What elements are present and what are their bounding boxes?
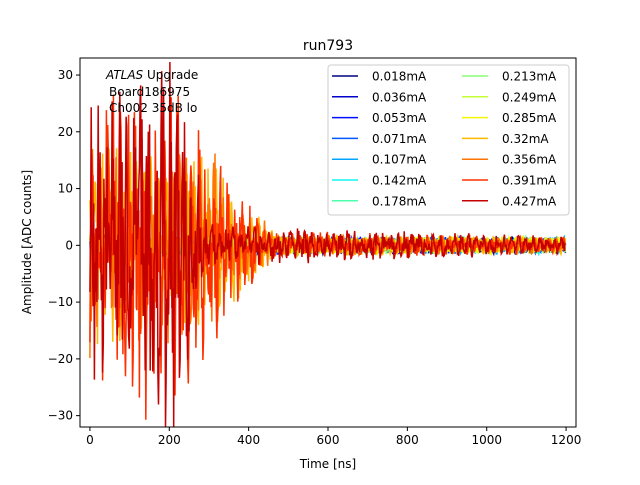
chart-title: run793: [303, 38, 353, 54]
y-tick-label: 0: [65, 238, 73, 252]
legend-label: 0.107mA: [372, 153, 427, 167]
legend-label: 0.427mA: [502, 194, 557, 208]
legend-label: 0.018mA: [372, 70, 427, 84]
y-axis-label: Amplitude [ADC counts]: [20, 170, 34, 314]
x-tick-label: 800: [396, 433, 419, 447]
annotation-line-1: ATLAS Upgrade: [105, 68, 198, 82]
legend-label: 0.249mA: [502, 90, 557, 104]
legend-label: 0.053mA: [372, 111, 427, 125]
annotation-atlas: ATLAS: [105, 68, 144, 82]
y-axis-ticks: −30 −20 −10 0 10 20 30: [48, 68, 80, 423]
legend: 0.018mA 0.036mA 0.053mA 0.071mA 0.107mA 0.142…: [327, 64, 570, 216]
trace-group: [89, 61, 567, 427]
legend-label: 0.32mA: [502, 132, 549, 146]
y-tick-label: −10: [48, 295, 73, 309]
legend-label: 0.285mA: [502, 111, 557, 125]
y-tick-label: 20: [58, 125, 73, 139]
y-tick-label: 30: [58, 68, 73, 82]
legend-label: 0.178mA: [372, 194, 427, 208]
legend-label: 0.213mA: [502, 70, 557, 84]
annotation-block: ATLAS Upgrade Board186975 Ch002 35dB lo: [105, 68, 198, 115]
legend-label: 0.071mA: [372, 132, 427, 146]
legend-label: 0.142mA: [372, 174, 427, 188]
annotation-upgrade: Upgrade: [143, 68, 198, 82]
x-axis-label: Time [ns]: [299, 457, 356, 471]
series-line: [89, 61, 567, 427]
annotation-line-2: Board186975: [109, 85, 190, 99]
x-axis-ticks: 0 200 400 600 800 1000 1200: [86, 427, 581, 447]
x-tick-label: 1200: [551, 433, 582, 447]
y-tick-label: −30: [48, 409, 73, 423]
y-tick-label: −20: [48, 352, 73, 366]
x-tick-label: 200: [158, 433, 181, 447]
x-tick-label: 0: [86, 433, 94, 447]
legend-box: [327, 64, 570, 216]
y-tick-label: 10: [58, 182, 73, 196]
legend-label: 0.391mA: [502, 174, 557, 188]
legend-label: 0.356mA: [502, 153, 557, 167]
x-tick-label: 600: [317, 433, 340, 447]
legend-label: 0.036mA: [372, 90, 427, 104]
x-tick-label: 400: [237, 433, 260, 447]
x-tick-label: 1000: [471, 433, 502, 447]
annotation-line-3: Ch002 35dB lo: [109, 101, 197, 115]
